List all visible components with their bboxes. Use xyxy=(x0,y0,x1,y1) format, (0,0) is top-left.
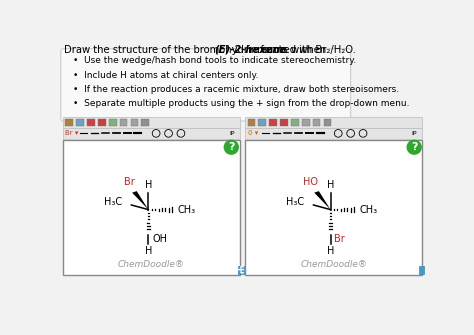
Polygon shape xyxy=(132,191,148,210)
Text: ChemDoodle®: ChemDoodle® xyxy=(300,260,367,269)
Bar xyxy=(245,117,422,128)
Polygon shape xyxy=(240,272,245,274)
Bar xyxy=(269,119,277,126)
Text: H: H xyxy=(145,180,152,190)
Text: (E)-2-hexene: (E)-2-hexene xyxy=(214,45,287,55)
Bar xyxy=(238,266,244,274)
Text: reacts with Br₂/H₂O.: reacts with Br₂/H₂O. xyxy=(254,45,356,55)
Text: Br ▾: Br ▾ xyxy=(65,130,79,136)
Bar xyxy=(419,266,424,274)
Text: H₃C: H₃C xyxy=(104,197,122,207)
Bar xyxy=(324,119,331,126)
Bar xyxy=(98,119,106,126)
Text: •  Use the wedge/hash bond tools to indicate stereochemistry.: • Use the wedge/hash bond tools to indic… xyxy=(73,56,356,65)
Bar xyxy=(302,119,310,126)
Bar xyxy=(120,119,128,126)
Bar xyxy=(245,128,422,139)
Text: 0 ▾: 0 ▾ xyxy=(247,130,258,136)
Text: Draw the structure of the bromohydrin formed when: Draw the structure of the bromohydrin fo… xyxy=(64,45,329,55)
Bar xyxy=(247,119,255,126)
Text: +: + xyxy=(237,265,245,275)
Bar xyxy=(109,119,117,126)
Text: CH₃: CH₃ xyxy=(360,205,378,215)
Bar xyxy=(258,119,266,126)
Bar xyxy=(87,119,95,126)
Text: Br: Br xyxy=(124,177,135,187)
Text: H₃C: H₃C xyxy=(286,197,304,207)
Text: H: H xyxy=(327,180,334,190)
Text: CH₃: CH₃ xyxy=(178,205,196,215)
Text: ?: ? xyxy=(228,142,235,152)
FancyBboxPatch shape xyxy=(245,140,422,275)
Text: •  Include H atoms at chiral centers only.: • Include H atoms at chiral centers only… xyxy=(73,71,259,80)
Bar xyxy=(63,128,240,139)
Text: Br: Br xyxy=(334,234,345,244)
Bar xyxy=(280,119,288,126)
Text: H: H xyxy=(145,246,152,256)
Polygon shape xyxy=(240,265,245,267)
Text: OH: OH xyxy=(152,234,167,244)
Bar xyxy=(63,117,240,128)
Text: IP: IP xyxy=(411,131,417,136)
Circle shape xyxy=(407,140,421,154)
Bar xyxy=(130,119,138,126)
Text: IP: IP xyxy=(229,131,235,136)
Text: ?: ? xyxy=(411,142,418,152)
Bar xyxy=(313,119,320,126)
Text: H: H xyxy=(327,246,334,256)
Polygon shape xyxy=(314,191,330,210)
Bar xyxy=(76,119,84,126)
Text: •  Separate multiple products using the + sign from the drop-down menu.: • Separate multiple products using the +… xyxy=(73,99,410,108)
Bar xyxy=(141,119,149,126)
Text: HO: HO xyxy=(303,177,318,187)
Text: ChemDoodle®: ChemDoodle® xyxy=(118,260,185,269)
Bar xyxy=(291,119,299,126)
Text: •  If the reaction produces a racemic mixture, draw both stereoisomers.: • If the reaction produces a racemic mix… xyxy=(73,85,399,94)
FancyBboxPatch shape xyxy=(61,49,351,121)
Bar xyxy=(65,119,73,126)
Circle shape xyxy=(224,140,238,154)
FancyBboxPatch shape xyxy=(63,140,240,275)
